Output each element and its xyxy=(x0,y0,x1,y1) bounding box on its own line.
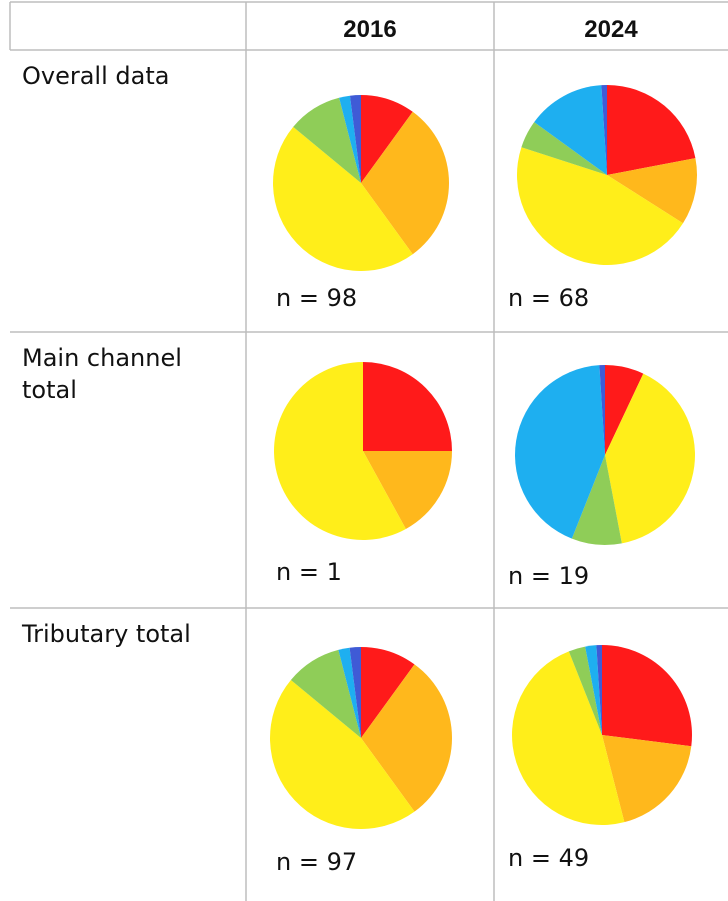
column-header: 2016 xyxy=(343,16,397,43)
pie-slice xyxy=(511,651,625,825)
pie-slice xyxy=(605,373,696,544)
pie-slice xyxy=(596,645,602,735)
pie-slice xyxy=(599,365,605,455)
pie-slice xyxy=(273,362,406,541)
pie-slice xyxy=(361,111,449,255)
pie-slice xyxy=(521,122,607,175)
pie-slice xyxy=(602,735,692,823)
row-label: Main channel total xyxy=(22,344,182,404)
n-label: n = 1 xyxy=(276,558,342,586)
pie-slice xyxy=(602,645,692,747)
pie-slice xyxy=(605,365,644,455)
n-label: n = 49 xyxy=(508,844,590,872)
pie-slice xyxy=(515,365,605,539)
pie-slice xyxy=(534,85,607,175)
pie-slice xyxy=(339,95,361,183)
pie-slice xyxy=(568,646,602,735)
n-label: n = 19 xyxy=(508,562,590,590)
pie-slice xyxy=(272,126,413,271)
pie-slice xyxy=(585,645,602,735)
pie-slice xyxy=(601,85,607,175)
pie-slice xyxy=(361,647,415,738)
pie-slice xyxy=(293,97,361,183)
column-header: 2024 xyxy=(584,16,638,43)
n-label: n = 98 xyxy=(276,284,358,312)
pie-slice xyxy=(571,455,622,545)
pie-slice xyxy=(349,95,361,183)
pie-slice xyxy=(290,649,361,738)
n-label: n = 68 xyxy=(508,284,590,312)
pie-slice xyxy=(338,647,361,738)
n-label: n = 97 xyxy=(276,848,358,876)
row-label: Tributary total xyxy=(22,620,191,648)
pie-slice xyxy=(349,647,361,738)
pie-slice xyxy=(607,85,696,175)
row-label: Overall data xyxy=(22,62,170,90)
pie-slice xyxy=(363,451,452,529)
pie-slice xyxy=(270,679,415,829)
pie-slice xyxy=(361,95,413,183)
pie-slice xyxy=(607,158,697,224)
pie-slice xyxy=(361,664,453,812)
pie-slice xyxy=(517,147,683,265)
pie-slice xyxy=(363,362,452,451)
